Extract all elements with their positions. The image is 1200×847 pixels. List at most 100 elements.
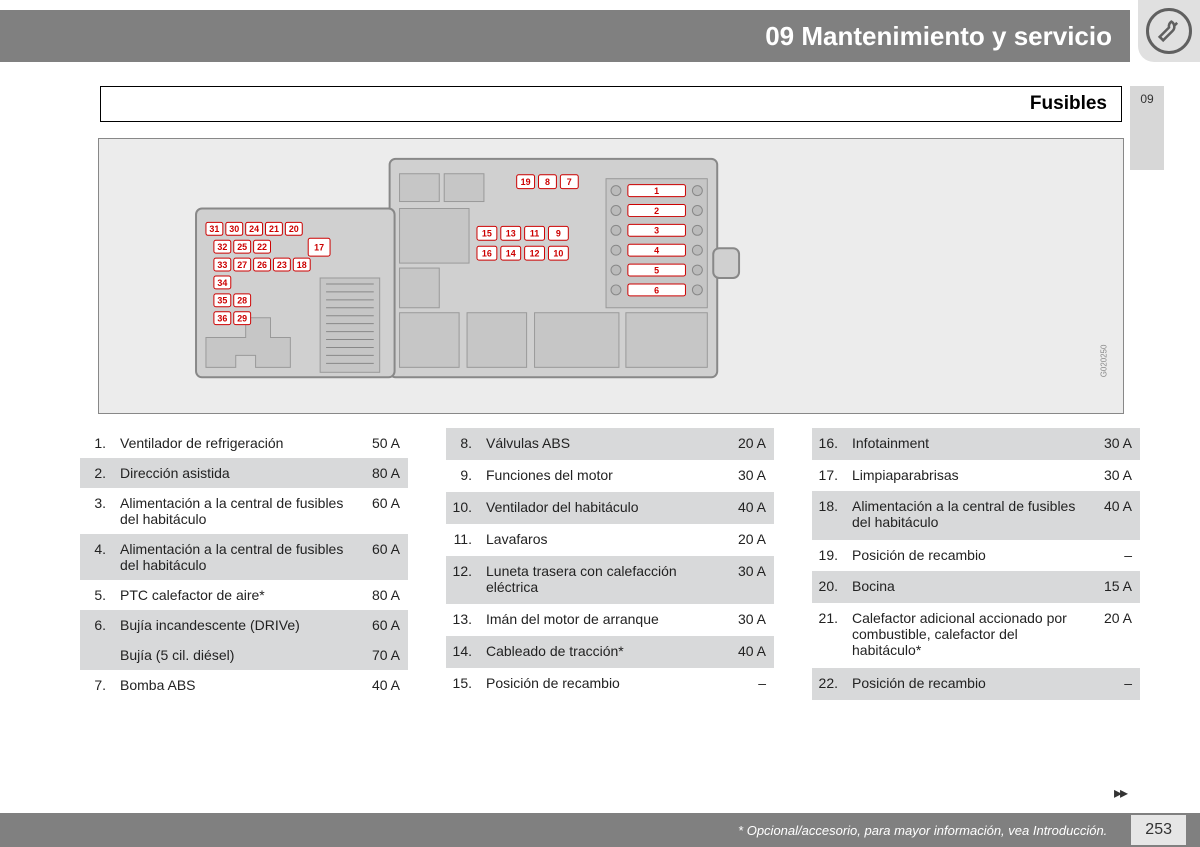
fuse-desc: Bocina bbox=[846, 571, 1090, 603]
svg-text:33: 33 bbox=[217, 260, 227, 270]
svg-text:20: 20 bbox=[289, 224, 299, 234]
svg-text:15: 15 bbox=[482, 229, 492, 239]
fuse-amp: – bbox=[724, 668, 774, 700]
chapter-header: 09 Mantenimiento y servicio bbox=[0, 10, 1130, 62]
fuse-desc: Válvulas ABS bbox=[480, 428, 724, 460]
fuse-desc: Calefactor adicional accionado por combu… bbox=[846, 603, 1090, 668]
fuse-number: 14. bbox=[446, 636, 480, 668]
svg-text:27: 27 bbox=[237, 260, 247, 270]
svg-text:12: 12 bbox=[530, 249, 540, 259]
table-row: 5. PTC calefactor de aire* 80 A bbox=[80, 580, 408, 610]
svg-text:28: 28 bbox=[237, 296, 247, 306]
svg-text:2: 2 bbox=[654, 206, 659, 216]
fuse-number: 4. bbox=[80, 534, 114, 580]
svg-text:19: 19 bbox=[521, 177, 531, 187]
fuse-desc: Funciones del motor bbox=[480, 460, 724, 492]
wrench-badge bbox=[1138, 0, 1200, 62]
fuse-desc: Bujía (5 cil. diésel) bbox=[114, 640, 358, 670]
table-row: 8. Válvulas ABS 20 A bbox=[446, 428, 774, 460]
fuse-desc: Bomba ABS bbox=[114, 670, 358, 700]
fuse-amp: 50 A bbox=[358, 428, 408, 458]
table-row: 2. Dirección asistida 80 A bbox=[80, 458, 408, 488]
fuse-amp: – bbox=[1090, 540, 1140, 572]
svg-text:3: 3 bbox=[654, 226, 659, 236]
fuse-amp: 20 A bbox=[1090, 603, 1140, 668]
fuse-number: 15. bbox=[446, 668, 480, 700]
fuse-number: 16. bbox=[812, 428, 846, 460]
fuse-number: 12. bbox=[446, 556, 480, 605]
svg-text:35: 35 bbox=[217, 296, 227, 306]
page-number: 253 bbox=[1131, 815, 1186, 845]
svg-text:13: 13 bbox=[506, 229, 516, 239]
fuse-number: 1. bbox=[80, 428, 114, 458]
fuse-desc: Ventilador de refrigeración bbox=[114, 428, 358, 458]
svg-text:1: 1 bbox=[654, 186, 659, 196]
fuse-number: 20. bbox=[812, 571, 846, 603]
table-row: 14. Cableado de tracción* 40 A bbox=[446, 636, 774, 668]
fuse-number: 7. bbox=[80, 670, 114, 700]
svg-text:9: 9 bbox=[556, 229, 561, 239]
fuse-desc: PTC calefactor de aire* bbox=[114, 580, 358, 610]
svg-text:8: 8 bbox=[545, 177, 550, 187]
fuse-diagram-svg: 123456 1987 151311916141210 313024212017… bbox=[99, 139, 1123, 413]
fuse-table-2: 8. Válvulas ABS 20 A9. Funciones del mot… bbox=[446, 428, 774, 700]
fuse-desc: Dirección asistida bbox=[114, 458, 358, 488]
svg-text:24: 24 bbox=[249, 224, 259, 234]
fuse-number: 19. bbox=[812, 540, 846, 572]
table-row: 16. Infotainment 30 A bbox=[812, 428, 1140, 460]
fuse-amp: 20 A bbox=[724, 428, 774, 460]
svg-text:7: 7 bbox=[567, 177, 572, 187]
table-row: 22. Posición de recambio – bbox=[812, 668, 1140, 700]
fuse-amp: 60 A bbox=[358, 488, 408, 534]
fuse-number bbox=[80, 640, 114, 670]
fuse-desc: Bujía incandescente (DRIVe) bbox=[114, 610, 358, 640]
svg-text:6: 6 bbox=[654, 285, 659, 295]
footer-note: * Opcional/accesorio, para mayor informa… bbox=[738, 823, 1107, 838]
svg-text:32: 32 bbox=[217, 242, 227, 252]
fuse-amp: 30 A bbox=[1090, 428, 1140, 460]
fuse-number: 5. bbox=[80, 580, 114, 610]
svg-text:26: 26 bbox=[257, 260, 267, 270]
fuse-desc: Imán del motor de arranque bbox=[480, 604, 724, 636]
table-row: 1. Ventilador de refrigeración 50 A bbox=[80, 428, 408, 458]
svg-text:23: 23 bbox=[277, 260, 287, 270]
fuse-number: 21. bbox=[812, 603, 846, 668]
chapter-title: 09 Mantenimiento y servicio bbox=[765, 21, 1112, 52]
fuse-amp: 60 A bbox=[358, 610, 408, 640]
wrench-icon bbox=[1146, 8, 1192, 54]
fuse-amp: 40 A bbox=[724, 636, 774, 668]
svg-text:18: 18 bbox=[297, 260, 307, 270]
fuse-number: 11. bbox=[446, 524, 480, 556]
fuse-desc: Posición de recambio bbox=[846, 668, 1090, 700]
table-row: 21. Calefactor adicional accionado por c… bbox=[812, 603, 1140, 668]
svg-text:31: 31 bbox=[209, 224, 219, 234]
table-row: 4. Alimentación a la central de fusibles… bbox=[80, 534, 408, 580]
table-row: 12. Luneta trasera con calefacción eléct… bbox=[446, 556, 774, 605]
svg-text:29: 29 bbox=[237, 314, 247, 324]
fuse-amp: 40 A bbox=[724, 492, 774, 524]
table-row: 3. Alimentación a la central de fusibles… bbox=[80, 488, 408, 534]
fuse-number: 13. bbox=[446, 604, 480, 636]
table-row: 15. Posición de recambio – bbox=[446, 668, 774, 700]
fuse-diagram: 123456 1987 151311916141210 313024212017… bbox=[98, 138, 1124, 414]
fuse-amp: 15 A bbox=[1090, 571, 1140, 603]
svg-text:14: 14 bbox=[506, 249, 516, 259]
fuse-table-3: 16. Infotainment 30 A17. Limpiaparabrisa… bbox=[812, 428, 1140, 700]
svg-text:16: 16 bbox=[482, 249, 492, 259]
fuse-desc: Posición de recambio bbox=[480, 668, 724, 700]
fuse-number: 22. bbox=[812, 668, 846, 700]
svg-text:36: 36 bbox=[217, 314, 227, 324]
fuse-number: 17. bbox=[812, 460, 846, 492]
svg-text:25: 25 bbox=[237, 242, 247, 252]
fuse-amp: 30 A bbox=[724, 604, 774, 636]
fuse-desc: Luneta trasera con calefacción eléctrica bbox=[480, 556, 724, 605]
fuse-number: 3. bbox=[80, 488, 114, 534]
svg-text:10: 10 bbox=[553, 249, 563, 259]
fuse-desc: Ventilador del habitáculo bbox=[480, 492, 724, 524]
fuse-amp: 60 A bbox=[358, 534, 408, 580]
table-row: 7. Bomba ABS 40 A bbox=[80, 670, 408, 700]
svg-text:34: 34 bbox=[217, 278, 227, 288]
fuse-amp: 80 A bbox=[358, 580, 408, 610]
svg-text:5: 5 bbox=[654, 265, 659, 275]
footer: * Opcional/accesorio, para mayor informa… bbox=[0, 813, 1200, 847]
